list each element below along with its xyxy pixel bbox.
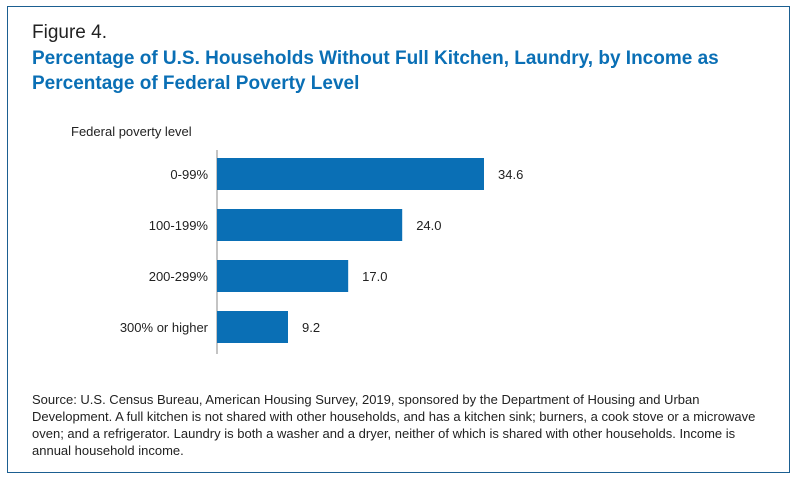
chart-title: Percentage of U.S. Households Without Fu…	[32, 48, 719, 94]
bar-group: 0-99% 34.6 100-199% 24.0 200-299% 17.0 300% or…	[120, 158, 523, 343]
figure-label: Figure 4.	[32, 22, 107, 43]
value-label-1: 24.0	[416, 218, 441, 233]
bar-0	[217, 158, 484, 190]
category-label-2: 200-299%	[149, 269, 209, 284]
category-axis-label: Federal poverty level	[71, 124, 192, 139]
source-note: Source: U.S. Census Bureau, American Hou…	[32, 392, 756, 458]
category-label-3: 300% or higher	[120, 320, 209, 335]
category-label-0: 0-99%	[170, 167, 208, 182]
bar-2	[217, 260, 349, 292]
bar-1	[217, 209, 403, 241]
value-label-3: 9.2	[302, 320, 320, 335]
figure-frame	[7, 6, 790, 473]
value-label-2: 17.0	[362, 269, 387, 284]
value-label-0: 34.6	[498, 167, 523, 182]
category-label-1: 100-199%	[149, 218, 209, 233]
bar-3	[217, 311, 288, 343]
